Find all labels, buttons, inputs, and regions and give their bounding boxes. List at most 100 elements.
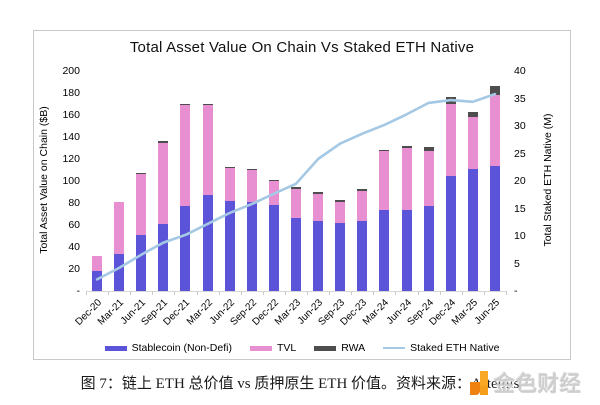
right-axis-title: Total Staked ETH Native (M) xyxy=(542,113,554,247)
bar-segment-tvl xyxy=(401,148,412,210)
left-axis-tick-label: 80 xyxy=(68,197,80,209)
left-axis-tick-label: 160 xyxy=(62,109,80,121)
legend-label: RWA xyxy=(341,342,366,354)
bar-segment-stablecoin-non-defi xyxy=(246,201,257,291)
x-axis-tick-mark xyxy=(351,291,353,295)
bar-segment-rwa xyxy=(423,146,434,152)
x-axis-tick-mark xyxy=(152,291,154,295)
plot-area xyxy=(86,71,506,292)
right-axis-tick-label: 35 xyxy=(514,92,526,105)
bar-segment-rwa xyxy=(379,150,390,152)
stacked-bar xyxy=(489,71,500,291)
line-series-path xyxy=(95,92,497,281)
bar-segment-tvl xyxy=(423,151,434,207)
x-axis-tick-mark xyxy=(461,291,463,295)
bar-segment-rwa xyxy=(357,188,368,191)
x-axis-tick-mark xyxy=(86,291,87,295)
bar-segment-stablecoin-non-defi xyxy=(114,253,125,291)
stacked-bar xyxy=(114,71,125,291)
bar-segment-stablecoin-non-defi xyxy=(268,205,279,291)
bar-segment-tvl xyxy=(114,201,125,254)
x-axis-tick-mark xyxy=(439,291,441,295)
legend-item: Staked ETH Native xyxy=(383,342,499,354)
left-axis-tick-label: 140 xyxy=(62,131,80,143)
bar-segment-stablecoin-non-defi xyxy=(224,200,235,291)
bar-segment-stablecoin-non-defi xyxy=(357,220,368,291)
stacked-bar xyxy=(202,71,213,291)
left-axis-tick-label: 40 xyxy=(68,241,80,253)
bar-segment-stablecoin-non-defi xyxy=(313,220,324,291)
bar-segment-rwa xyxy=(489,86,500,96)
bar-segment-tvl xyxy=(158,142,169,224)
bar-segment-tvl xyxy=(224,167,235,201)
bar-segment-stablecoin-non-defi xyxy=(335,222,346,291)
bar-segment-stablecoin-non-defi xyxy=(489,165,500,291)
golden-finance-logo-icon xyxy=(470,371,488,395)
legend-swatch-bar xyxy=(314,345,337,351)
bar-segment-tvl xyxy=(92,255,103,272)
x-axis-tick-mark xyxy=(174,291,176,295)
x-axis-tick-mark xyxy=(417,291,419,295)
left-axis-title: Total Asset Value on Chain ($B) xyxy=(38,106,50,254)
stacked-bar xyxy=(136,71,147,291)
bar-segment-stablecoin-non-defi xyxy=(423,206,434,291)
bar-segment-rwa xyxy=(313,192,324,195)
chart-figure: Total Asset Value On Chain Vs Staked ETH… xyxy=(33,30,571,360)
bar-segment-rwa xyxy=(335,199,346,202)
x-axis-tick-mark xyxy=(240,291,242,295)
stacked-bar xyxy=(401,71,412,291)
bar-segment-stablecoin-non-defi xyxy=(158,223,169,291)
right-axis-tick-label: 40 xyxy=(514,65,526,77)
bar-segment-tvl xyxy=(467,117,478,169)
x-axis-tick-mark xyxy=(329,291,331,295)
stacked-bar xyxy=(180,71,191,291)
bar-segment-tvl xyxy=(202,105,213,196)
bar-segment-tvl xyxy=(313,194,324,221)
bar-segment-tvl xyxy=(136,173,147,235)
left-axis-tick-label: 20 xyxy=(68,263,80,275)
bar-segment-tvl xyxy=(335,201,346,223)
bar-segment-rwa xyxy=(158,141,169,143)
right-axis-tick-label: 25 xyxy=(514,147,526,160)
bar-segment-rwa xyxy=(268,179,279,181)
bar-segment-stablecoin-non-defi xyxy=(445,175,456,291)
right-axis-tick-label: 5 xyxy=(514,257,520,270)
bar-segment-stablecoin-non-defi xyxy=(136,234,147,291)
x-axis-tick-mark xyxy=(395,291,397,295)
stacked-bar xyxy=(92,71,103,291)
bar-segment-tvl xyxy=(291,189,301,219)
x-axis-tick-mark xyxy=(196,291,198,295)
bar-segment-tvl xyxy=(379,151,390,210)
right-axis-tick-label: 30 xyxy=(514,120,526,132)
x-axis-tick-mark xyxy=(218,291,220,295)
right-axis-tick-label: 15 xyxy=(514,202,526,215)
x-axis-tick-mark xyxy=(130,291,132,295)
stacked-bar xyxy=(246,71,257,291)
legend-item: TVL xyxy=(249,342,296,354)
legend: Stablecoin (Non-Defi) TVL RWA Staked ETH Na… xyxy=(34,339,570,357)
left-axis-tick-label: 60 xyxy=(68,219,80,231)
bar-segment-rwa xyxy=(180,104,191,106)
stacked-bar xyxy=(158,71,169,291)
stacked-bar xyxy=(379,71,390,291)
stacked-bar xyxy=(313,71,324,291)
legend-label: Staked ETH Native xyxy=(410,342,500,354)
bar-segment-stablecoin-non-defi xyxy=(467,168,478,291)
x-axis-tick-mark xyxy=(373,291,375,295)
stacked-bar xyxy=(224,71,235,291)
stacked-bar xyxy=(357,71,368,291)
stacked-bar xyxy=(467,71,478,291)
x-axis-tick-mark xyxy=(307,291,309,295)
left-axis-tick-label: 120 xyxy=(62,153,80,165)
left-axis-tick-label: 100 xyxy=(62,175,80,187)
x-axis-tick-mark xyxy=(108,291,110,295)
legend-item: RWA xyxy=(314,342,365,354)
staked-eth-native-line xyxy=(95,92,497,281)
bar-segment-tvl xyxy=(489,95,500,166)
bar-segment-rwa xyxy=(467,111,478,118)
legend-swatch-bar xyxy=(249,345,272,351)
bar-segment-rwa xyxy=(246,168,257,170)
bar-segment-stablecoin-non-defi xyxy=(379,209,390,291)
bar-segment-stablecoin-non-defi xyxy=(180,206,191,291)
left-axis-tick-label: - xyxy=(76,285,81,297)
